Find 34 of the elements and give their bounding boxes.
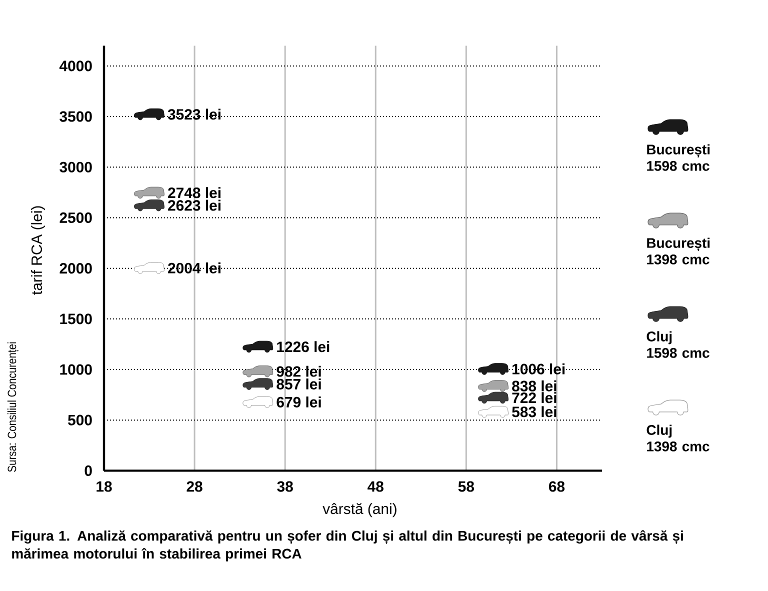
x-tick-label: 18 xyxy=(96,481,112,492)
y-tick-label: 500 xyxy=(68,414,92,426)
x-axis-title: vârstă (ani) xyxy=(322,502,396,518)
y-tick-label: 3500 xyxy=(60,111,92,122)
data-label: 722 lei xyxy=(512,392,556,404)
legend-label: Cluj 1398 cmc xyxy=(646,424,710,452)
legend-label: Cluj 1598 cmc xyxy=(646,331,710,358)
legend-label: București 1598 cmc xyxy=(647,144,710,171)
data-label: 3523 lei xyxy=(168,108,220,120)
legend-label: București 1398 cmc xyxy=(647,238,710,264)
data-label: 1226 lei xyxy=(277,341,330,352)
y-tick-label: 1000 xyxy=(60,364,92,375)
data-label: 2748 lei xyxy=(168,187,220,198)
data-label: 583 lei xyxy=(512,406,556,418)
x-tick-label: 38 xyxy=(277,481,293,492)
x-tick-label: 48 xyxy=(368,481,384,492)
y-tick-label: 1500 xyxy=(60,314,92,324)
data-label: 679 lei xyxy=(276,396,321,408)
y-tick-label: 3000 xyxy=(60,162,92,172)
data-label: 2004 lei xyxy=(168,262,220,274)
y-tick-label: 0 xyxy=(84,465,92,476)
data-label: 982 lei xyxy=(276,366,321,377)
y-tick-label: 4000 xyxy=(59,60,92,72)
data-label: 2623 lei xyxy=(168,200,220,211)
data-label: 838 lei xyxy=(512,380,556,392)
x-tick-label: 58 xyxy=(458,481,474,492)
y-tick-label: 2000 xyxy=(60,263,92,274)
y-tick-label: 2500 xyxy=(60,212,92,224)
data-label: 857 lei xyxy=(276,378,321,390)
y-axis-title: tarif RCA (lei) xyxy=(31,206,45,295)
x-tick-label: 68 xyxy=(548,481,565,492)
text: Sursa: Consiliul Concurenței xyxy=(7,342,19,472)
x-tick-label: 28 xyxy=(186,481,202,492)
text: Figura 1. Analiză comparativă pentru un șofer din Cluj și altul din București pe categorii de vârsă și mărimea motorului în stabilirea primei RCA xyxy=(12,530,683,562)
